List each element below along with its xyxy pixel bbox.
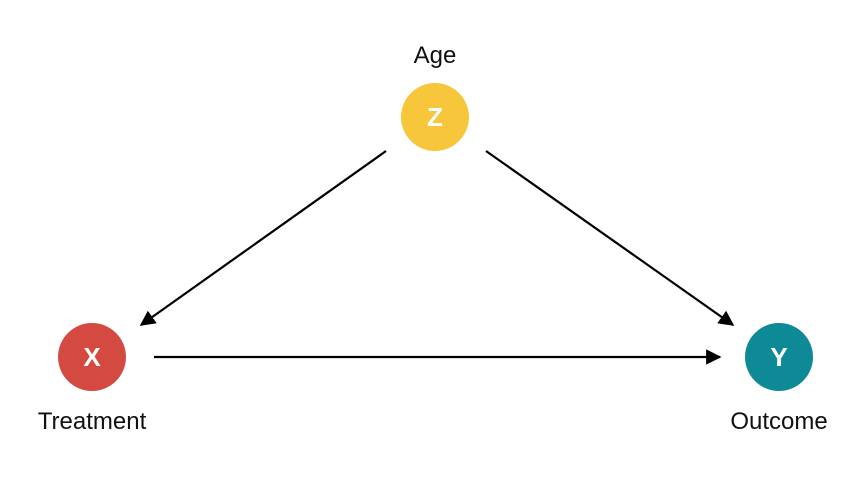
edge-z-to-y — [486, 151, 733, 325]
node-y-letter: Y — [770, 342, 787, 372]
node-y: Y Outcome — [730, 323, 827, 435]
edge-z-to-x — [141, 151, 386, 325]
node-x-letter: X — [83, 342, 101, 372]
node-z-letter: Z — [427, 102, 443, 132]
node-z-caption: Age — [414, 42, 457, 69]
node-y-caption: Outcome — [730, 408, 827, 435]
node-x: X Treatment — [38, 323, 147, 435]
node-z: Z Age — [401, 42, 469, 151]
node-x-caption: Treatment — [38, 408, 147, 435]
